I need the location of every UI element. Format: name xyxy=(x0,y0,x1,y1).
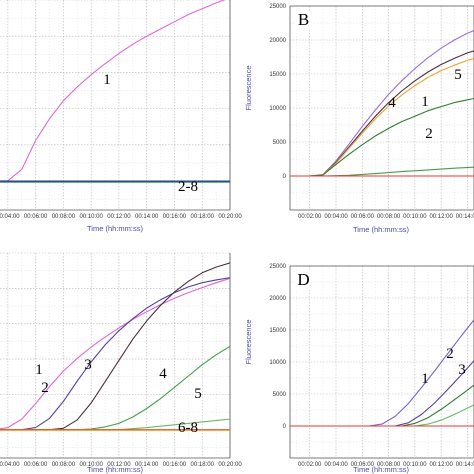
y-tick-label: 0 xyxy=(283,174,287,180)
plot-area xyxy=(0,0,230,210)
x-tick-label: 00:18:00 xyxy=(191,462,215,468)
series-line-2 xyxy=(0,277,230,431)
x-tick-label: 00:12:00 xyxy=(107,214,131,220)
series-line-1 xyxy=(0,0,226,182)
y-tick-label: 5000 xyxy=(273,140,287,146)
curve-label: 2 xyxy=(446,346,454,362)
curve-label: 4 xyxy=(388,95,396,111)
series-line-4 xyxy=(290,97,474,177)
y-tick-label: 5000 xyxy=(273,392,287,398)
y-tick-label: 10000 xyxy=(269,106,286,112)
curve-label: 1 xyxy=(103,72,111,88)
x-tick-label: 00:14:00 xyxy=(456,214,474,220)
panel-2: 00:02:00 00:04:00 00:06:00 00:08:00 00:10:00… xyxy=(244,4,474,234)
panel-3: 00:04:00 00:06:00 00:08:0000:10:00 00:12:00… xyxy=(0,252,242,474)
curve-label: 2-8 xyxy=(178,179,198,195)
x-tick-label: 00:14:00 xyxy=(135,462,159,468)
curve-label: 2 xyxy=(41,380,49,396)
y-tick-label: 15000 xyxy=(269,72,286,78)
x-tick-label: 00:02:00 xyxy=(298,462,322,468)
y-tick-label: 25000 xyxy=(269,264,286,270)
curve-label: 1 xyxy=(35,362,43,378)
y-tick-label: 10000 xyxy=(269,360,286,366)
y-tick-label: 20000 xyxy=(269,38,286,44)
panel-letter: D xyxy=(297,270,309,289)
x-tick-label: 00:06:00 xyxy=(351,462,375,468)
x-tick-label: 00:20:00 xyxy=(218,462,242,468)
x-tick-label: 00:08:00 xyxy=(377,462,401,468)
x-tick-label: 00:12:00 xyxy=(429,462,453,468)
curve-label: 5 xyxy=(454,67,462,83)
x-tick-label: 00:14:00 xyxy=(456,462,474,468)
y-axis-title: Fluorescence xyxy=(244,65,253,110)
series-line-3 xyxy=(0,262,230,431)
x-tick-label: 00:06:00 xyxy=(24,214,48,220)
series-group xyxy=(0,262,230,431)
x-tick-label: 00:04:00 xyxy=(0,462,20,468)
panel-1: 00:04:00 00:06:00 00:08:0000:10:00 00:12:00… xyxy=(0,0,242,233)
x-tick-label: 00:04:00 xyxy=(324,214,348,220)
x-tick-label: 00:12:00 xyxy=(429,214,453,220)
panel-letter: B xyxy=(298,10,309,29)
curve-label: 4 xyxy=(159,366,167,382)
y-axis-title: Fluorescence xyxy=(244,319,253,364)
x-tick-label: 00:16:00 xyxy=(163,214,187,220)
x-tick-label: 00:18:00 xyxy=(191,214,215,220)
x-tick-label: 00:16:00 xyxy=(163,462,187,468)
x-axis-title: Time (hh:mm:ss) xyxy=(87,465,143,474)
x-tick-label: 00:04:00 xyxy=(324,462,348,468)
x-tick-label: 00:08:00 xyxy=(377,214,401,220)
x-tick-label: 00:10:00 xyxy=(79,214,103,220)
x-tick-label: 00:06:00 xyxy=(351,214,375,220)
series-line-4 xyxy=(0,345,230,431)
y-tick-label: 25000 xyxy=(269,4,286,10)
y-tick-label: 15000 xyxy=(269,328,286,334)
x-tick-label: 00:10:00 xyxy=(79,462,103,468)
panel-letter-bg xyxy=(295,10,312,29)
y-tick-label: 0 xyxy=(283,424,287,430)
panel-letter-bg xyxy=(295,270,312,289)
curve-label: 1 xyxy=(421,94,429,110)
x-axis-title: Time (hh:mm:ss) xyxy=(87,224,143,233)
x-tick-label: 00:06:00 xyxy=(24,462,48,468)
x-tick-label: 00:04:00 xyxy=(0,214,20,220)
x-axis-title: Time (hh:mm:ss) xyxy=(353,225,409,234)
y-tick-label: 20000 xyxy=(269,296,286,302)
x-tick-label: 00:12:00 xyxy=(107,462,131,468)
panel-4: 00:02:00 00:04:00 00:06:00 00:08:00 00:10:00… xyxy=(244,264,474,474)
curve-label: 5 xyxy=(194,386,202,402)
curve-label: 3 xyxy=(84,357,92,373)
x-tick-label: 00:10:00 xyxy=(403,462,427,468)
x-tick-label: 00:02:00 xyxy=(298,214,322,220)
curve-label: 1 xyxy=(421,371,429,387)
series-line-1 xyxy=(290,319,474,427)
x-tick-label: 00:08:00 xyxy=(52,462,76,468)
curve-label: 2 xyxy=(425,126,433,142)
x-tick-label: 00:10:00 xyxy=(403,214,427,220)
x-axis-title: Time (hh:mm:ss) xyxy=(353,465,409,474)
x-tick-label: 00:20:00 xyxy=(218,214,242,220)
series-group xyxy=(290,319,474,427)
curve-label: 3 xyxy=(458,362,466,378)
series-group xyxy=(0,0,230,183)
series-group xyxy=(290,29,474,177)
x-tick-label: 00:14:00 xyxy=(135,214,159,220)
curve-label: 6-8 xyxy=(178,420,198,436)
x-tick-label: 00:08:00 xyxy=(52,214,76,220)
series-line-1 xyxy=(0,277,230,430)
